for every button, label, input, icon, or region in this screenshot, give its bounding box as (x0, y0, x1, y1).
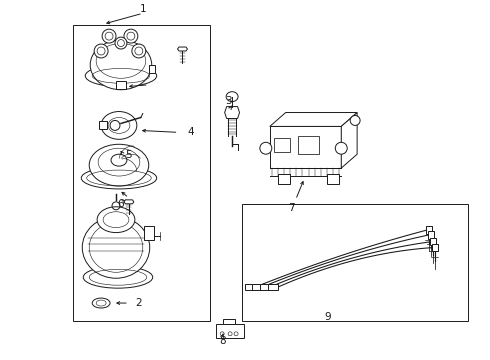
Text: 4: 4 (187, 127, 194, 138)
Bar (297, 136, 319, 154)
Bar (274, 138, 290, 152)
Polygon shape (124, 200, 134, 204)
Bar (270, 126, 341, 168)
Ellipse shape (81, 167, 157, 189)
Polygon shape (224, 107, 240, 118)
Circle shape (335, 142, 347, 154)
Bar (116, 81, 126, 89)
Ellipse shape (83, 266, 153, 288)
Circle shape (102, 29, 116, 43)
Text: 2: 2 (136, 298, 142, 308)
Polygon shape (270, 113, 357, 126)
Bar (430, 238, 436, 246)
Text: 3: 3 (225, 96, 231, 105)
Bar (426, 226, 432, 234)
Ellipse shape (101, 112, 137, 139)
Text: 6: 6 (118, 199, 124, 209)
Bar (149, 65, 155, 73)
Ellipse shape (89, 144, 149, 186)
Polygon shape (341, 113, 357, 168)
Circle shape (260, 142, 272, 154)
Ellipse shape (90, 40, 152, 90)
Bar (252, 284, 262, 290)
Circle shape (132, 44, 146, 58)
Text: 8: 8 (219, 336, 225, 346)
Bar (428, 231, 434, 239)
Circle shape (94, 44, 108, 58)
Bar (245, 284, 255, 290)
Circle shape (124, 29, 138, 43)
Bar (432, 243, 438, 251)
Text: 7: 7 (288, 203, 295, 213)
Ellipse shape (97, 207, 135, 233)
Ellipse shape (85, 65, 157, 87)
Ellipse shape (82, 217, 150, 278)
Circle shape (350, 116, 360, 125)
Polygon shape (177, 47, 188, 51)
Bar (278, 174, 290, 184)
Bar (242, 204, 468, 321)
Bar (223, 319, 235, 324)
Text: 9: 9 (324, 312, 331, 322)
Text: 5: 5 (125, 150, 132, 160)
Ellipse shape (92, 298, 110, 308)
Circle shape (115, 37, 127, 49)
Bar (260, 284, 270, 290)
Bar (216, 324, 244, 338)
Text: 1: 1 (140, 4, 146, 14)
Bar (99, 121, 107, 129)
Bar (268, 284, 278, 290)
Bar (144, 226, 154, 239)
Ellipse shape (226, 92, 238, 102)
Bar (327, 174, 339, 184)
Bar (74, 25, 210, 321)
